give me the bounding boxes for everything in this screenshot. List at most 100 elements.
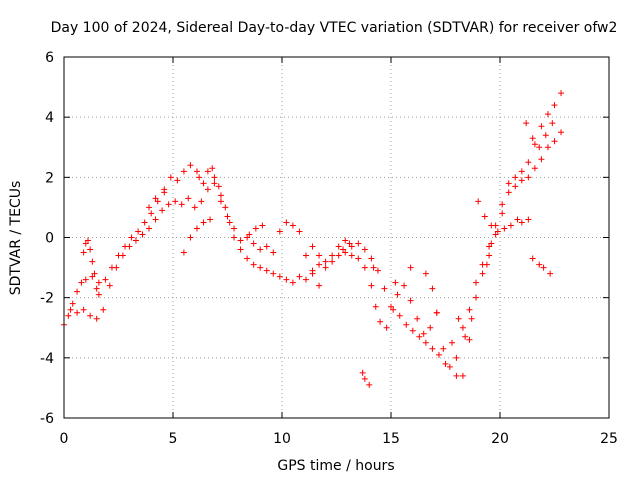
data-point (435, 351, 442, 358)
data-point (87, 246, 94, 253)
grid-layer (64, 57, 609, 418)
data-point (193, 168, 200, 175)
data-point (416, 333, 423, 340)
data-point (340, 246, 347, 253)
data-point (204, 168, 211, 175)
data-point (87, 312, 94, 319)
data-point (146, 204, 153, 211)
data-point (165, 201, 172, 208)
data-point (551, 102, 558, 109)
data-point (263, 267, 270, 274)
data-point (200, 219, 207, 226)
data-point (514, 216, 521, 223)
data-point (302, 252, 309, 259)
data-point (91, 270, 98, 277)
data-point (368, 255, 375, 262)
data-point (178, 201, 185, 208)
y-axis-label: SDTVAR / TECUs (8, 181, 24, 296)
data-point (479, 270, 486, 277)
data-point (246, 231, 253, 238)
data-point (544, 111, 551, 118)
data-point (453, 372, 460, 379)
data-point (257, 246, 264, 253)
data-point (226, 219, 233, 226)
data-point (89, 273, 96, 280)
data-point (429, 345, 436, 352)
data-point (547, 270, 554, 277)
data-point (74, 309, 81, 316)
data-point (422, 270, 429, 277)
data-point (481, 213, 488, 220)
data-point (401, 282, 408, 289)
x-axis-label: GPS time / hours (277, 458, 394, 474)
data-point (459, 372, 466, 379)
data-point (466, 306, 473, 313)
data-point (191, 204, 198, 211)
data-point (316, 252, 323, 259)
data-point (193, 225, 200, 232)
data-point (422, 339, 429, 346)
data-point (244, 255, 251, 262)
data-point (119, 252, 126, 259)
x-tick-label: 25 (600, 431, 618, 447)
data-point (180, 249, 187, 256)
data-point (529, 255, 536, 262)
data-point (558, 90, 565, 97)
data-point (159, 207, 166, 214)
data-point (106, 282, 113, 289)
data-point (148, 210, 155, 217)
data-point (283, 219, 290, 226)
tick-layer: 0 5 10 15 20 25 -6 -4 -2 0 2 4 6 (40, 50, 618, 447)
data-point (67, 306, 74, 313)
data-point (209, 165, 216, 172)
data-point (82, 240, 89, 247)
data-point (93, 315, 100, 322)
data-point (518, 177, 525, 184)
data-point (217, 192, 224, 199)
data-point (494, 228, 501, 235)
data-point (102, 276, 109, 283)
data-point (161, 189, 168, 196)
data-point (342, 237, 349, 244)
data-point (518, 219, 525, 226)
data-point (525, 159, 532, 166)
data-point (492, 231, 499, 238)
data-point (348, 252, 355, 259)
data-point (396, 312, 403, 319)
data-point (440, 345, 447, 352)
data-point (414, 315, 421, 322)
data-point (468, 315, 475, 322)
data-point (531, 141, 538, 148)
data-point (453, 354, 460, 361)
data-point (449, 339, 456, 346)
data-point (374, 267, 381, 274)
data-point (542, 132, 549, 139)
data-point (429, 285, 436, 292)
data-point (231, 234, 238, 241)
data-point (139, 231, 146, 238)
data-point (488, 240, 495, 247)
data-point (296, 228, 303, 235)
data-point (551, 138, 558, 145)
data-point (499, 210, 506, 217)
plot-frame (63, 56, 610, 419)
data-point (558, 129, 565, 136)
data-point (257, 264, 264, 271)
x-tick-label: 5 (169, 431, 178, 447)
data-point (250, 261, 257, 268)
data-point (455, 315, 462, 322)
chart-title: Day 100 of 2024, Sidereal Day-to-day VTE… (51, 20, 618, 36)
data-point (359, 369, 366, 376)
data-point (372, 303, 379, 310)
data-point (172, 198, 179, 205)
data-point (486, 243, 493, 250)
data-point (316, 261, 323, 268)
data-point (322, 258, 329, 265)
data-point (113, 264, 120, 271)
data-point (355, 255, 362, 262)
data-point (263, 243, 270, 250)
data-point (270, 249, 277, 256)
y-tick-label: -2 (40, 291, 54, 307)
data-point (462, 333, 469, 340)
